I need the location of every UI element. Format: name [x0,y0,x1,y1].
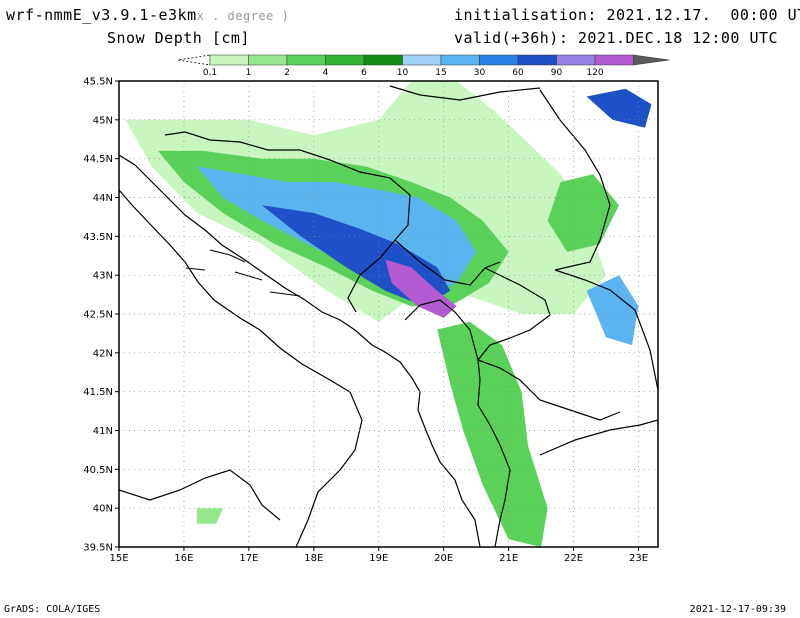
border-kosovo [477,267,551,361]
border-north-macedonia [477,359,621,421]
projection-note: x . degree ) [196,9,290,23]
island-3 [269,291,301,297]
legend-level-label: 15 [435,68,446,78]
lon-tick-label: 19E [369,553,388,564]
snow-area-northeast-green [547,174,619,252]
legend-level-label: 120 [586,68,603,78]
legend-swatch [517,54,557,66]
legend-level-label: 6 [361,68,367,78]
legend-swatch [594,54,634,66]
lon-tick-label: 17E [239,553,258,564]
lat-tick-label: 40N [93,504,113,515]
snow-fill-layer [125,81,652,547]
lon-tick-label: 22E [564,553,583,564]
legend-swatch [325,54,365,66]
model-title: wrf-nmmE_v3.9.1-e3kmx . degree ) [6,6,290,24]
legend-upper-arrow [633,54,670,66]
snow-area-northeast-corner [586,88,652,128]
legend-swatch [402,54,442,66]
italy-south-coastline [119,469,281,521]
legend-level-label: 10 [397,68,409,78]
legend-level-label: 0.1 [203,68,217,78]
lon-tick-label: 21E [499,553,518,564]
snow-area-west-green [196,508,223,524]
border-serbia-east [539,89,611,271]
snow-area-albania-green [437,321,548,547]
lon-tick-label: 16E [174,553,193,564]
lat-tick-label: 44.5N [83,154,113,165]
legend-swatch [209,54,249,66]
snow-area-montenegro-purple [385,259,457,318]
latitude-ticks: 39.5N 40N 40.5N 41N 41.5N 42N 42.5N 43N 43.5N 44N… [83,77,119,554]
legend-swatch [479,54,519,66]
country-borders [164,85,658,547]
field-title: Snow Depth [cm] [107,29,250,47]
snow-area-east-blue [586,275,639,346]
border-greece-north [539,419,658,456]
lat-tick-label: 39.5N [83,543,113,554]
legend-lower-arrow [177,54,211,66]
border-bulgaria [554,269,658,391]
legend-swatch [363,54,403,66]
lat-tick-label: 45N [93,115,113,126]
legend-level-label: 1 [246,68,252,78]
italy-coastline [119,189,363,547]
lat-tick-label: 42N [93,348,113,359]
legend-level-label: 2 [284,68,290,78]
legend-swatch [286,54,326,66]
legend-level-label: 90 [551,68,563,78]
legend-level-label: 4 [323,68,329,78]
render-timestamp: 2021-12-17-09:39 [689,604,786,615]
lon-tick-label: 18E [304,553,323,564]
legend-swatch [440,54,480,66]
island-2 [234,271,263,281]
legend-level-label: 60 [512,68,524,78]
lat-tick-label: 42.5N [83,310,113,321]
border-romania [389,85,541,101]
valid-time: valid(+36h): 2021.DEC.18 12:00 UTC [454,29,779,47]
adriatic-east-coastline [119,154,481,547]
lat-tick-label: 41.5N [83,387,113,398]
lat-tick-label: 41N [93,426,113,437]
initialisation-time: initialisation: 2021.12.17. 00:00 UTC [454,6,800,24]
legend-labels: 0.1 1 2 4 6 10 15 30 60 90 120 [203,68,604,78]
island-4 [185,267,206,271]
lon-tick-label: 23E [629,553,648,564]
legend-level-label: 30 [474,68,486,78]
legend-swatch [248,54,288,66]
lat-tick-label: 44N [93,193,113,204]
border-serbia-montenegro [394,239,501,286]
lat-tick-label: 43.5N [83,232,113,243]
coastline-layer [119,154,481,547]
island-1 [209,249,246,263]
border-bih-croatia [164,131,411,313]
border-greece-albania [477,379,511,547]
lat-tick-label: 43N [93,271,113,282]
color-legend [177,54,670,66]
lon-tick-label: 15E [109,553,128,564]
lon-tick-label: 20E [434,553,453,564]
longitude-ticks: 15E 16E 17E 18E 19E 20E 21E 22E 23E [109,547,648,564]
lat-tick-label: 40.5N [83,465,113,476]
lat-tick-label: 45.5N [83,77,113,88]
grads-credit: GrADS: COLA/IGES [4,604,101,615]
legend-swatch [556,54,596,66]
